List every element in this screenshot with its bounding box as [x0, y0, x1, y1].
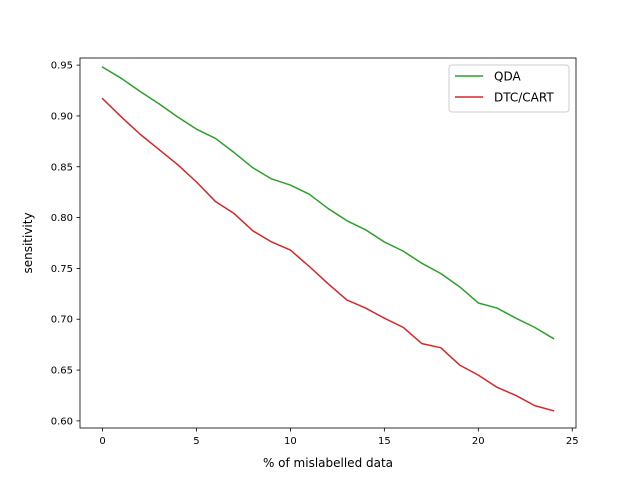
y-tick-label: 0.80	[51, 213, 73, 224]
x-tick-label: 20	[472, 436, 485, 447]
plot-lines	[101, 66, 555, 412]
x-tick-label: 25	[566, 436, 579, 447]
x-axis-label: % of mislabelled data	[263, 456, 393, 470]
y-axis: 0.60 0.65 0.70 0.75 0.80 0.85 0.90 0.95	[51, 61, 80, 427]
y-tick-label: 0.65	[51, 366, 73, 377]
series-line-dtc-cart	[101, 97, 555, 412]
x-tick-label: 15	[378, 436, 391, 447]
y-tick-label: 0.90	[51, 111, 73, 122]
x-tick-label: 0	[99, 436, 105, 447]
legend: QDA DTC/CART	[448, 64, 570, 113]
series-line-qda	[101, 66, 555, 340]
x-axis: 0 5 10 15 20 25	[99, 428, 579, 447]
legend-label-dtc-cart: DTC/CART	[494, 91, 554, 105]
y-tick-label: 0.70	[51, 315, 73, 326]
y-tick-label: 0.85	[51, 162, 73, 173]
y-axis-label: sensitivity	[21, 212, 35, 273]
y-tick-label: 0.95	[51, 61, 73, 72]
y-tick-label: 0.75	[51, 264, 73, 275]
x-tick-label: 5	[193, 436, 199, 447]
x-tick-label: 10	[284, 436, 297, 447]
y-tick-label: 0.60	[51, 416, 73, 427]
legend-label-qda: QDA	[494, 70, 521, 84]
plot-frame	[79, 57, 577, 429]
